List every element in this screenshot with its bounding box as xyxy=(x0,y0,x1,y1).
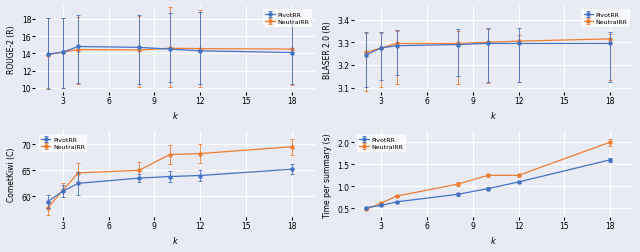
X-axis label: k: k xyxy=(491,236,496,245)
Y-axis label: CometKiwi (C): CometKiwi (C) xyxy=(7,147,16,202)
Legend: PivotRR, NeutralRR: PivotRR, NeutralRR xyxy=(263,10,312,27)
Legend: PivotRR, NeutralRR: PivotRR, NeutralRR xyxy=(38,135,87,152)
X-axis label: k: k xyxy=(173,236,177,245)
Y-axis label: ROUGE-2 (R): ROUGE-2 (R) xyxy=(7,26,16,74)
Y-axis label: BLASER 2.0 (R): BLASER 2.0 (R) xyxy=(323,21,332,79)
X-axis label: k: k xyxy=(173,111,177,120)
Legend: PivotRR, NeutralRR: PivotRR, NeutralRR xyxy=(581,10,630,27)
X-axis label: k: k xyxy=(491,111,496,120)
Y-axis label: Time per summary (s): Time per summary (s) xyxy=(323,132,332,217)
Legend: PivotRR, NeutralRR: PivotRR, NeutralRR xyxy=(357,135,406,152)
